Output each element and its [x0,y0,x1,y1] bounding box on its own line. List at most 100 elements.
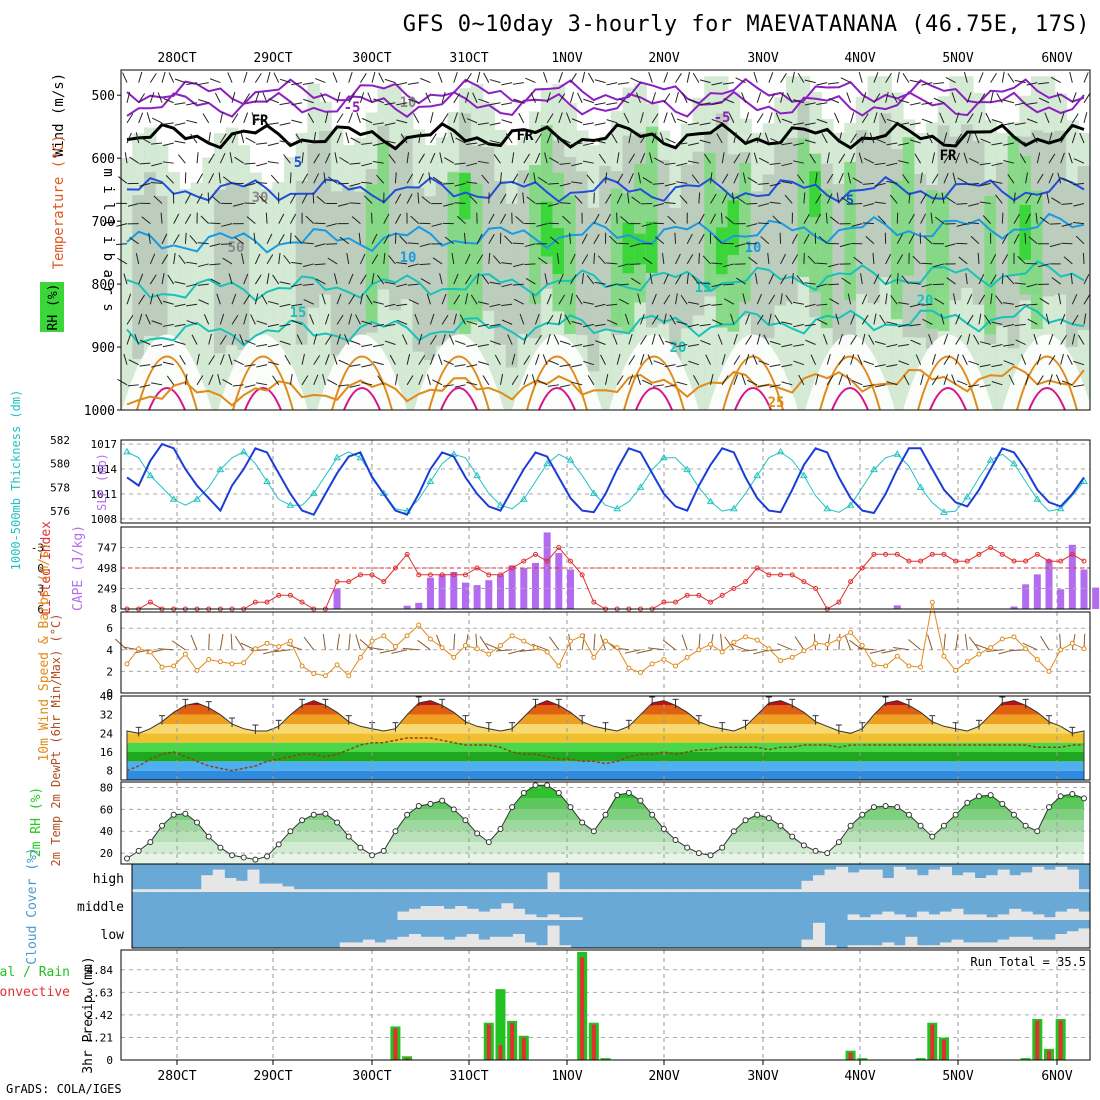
rh-shade-grey [587,207,601,372]
wind-barb [933,97,945,104]
wind-barb [408,98,419,104]
wind-barb [1003,159,1015,164]
wind-barb [418,333,423,345]
wind-barb [758,360,770,366]
wind-barb [725,216,735,225]
wind-speed-marker [976,651,982,657]
wind-barb [863,157,875,164]
wind-barb [1007,73,1015,83]
wind-barb [231,91,236,103]
wind-barb [361,142,373,145]
wind-barb [943,374,948,385]
wind-barb [151,320,163,325]
lifted-index-marker [743,579,749,585]
wind-speed-marker [346,673,352,679]
wind-barb [721,375,729,386]
cloud-high-bar [674,889,687,892]
wind-barb [547,182,559,185]
wind-barb [388,154,396,164]
wind-barb [135,253,140,265]
temp-contour-30 [1028,387,1066,411]
date-label-bottom: 3NOV [747,1069,778,1084]
wind-barb [464,253,471,265]
wind-barb [202,113,210,124]
wind-barb [256,142,268,145]
thickness-marker [239,447,248,455]
precip-total-bar [1020,1058,1031,1060]
wind-speed-marker [999,636,1005,642]
wind-barb [501,82,513,86]
wind-barb [885,293,888,305]
wind-barb [772,215,781,224]
cloud-high-bar [166,889,179,892]
wind-barb [361,382,373,386]
wind-barb [439,273,443,285]
wind-barb [294,235,303,245]
wind-barb [348,294,356,305]
wind-barb [846,374,852,385]
wind-barb [991,118,1003,124]
wind-barb [477,344,489,348]
wind-barb [323,172,326,184]
wind-barb [524,263,536,266]
wind-barb [429,313,435,325]
wind-barb [1038,97,1050,104]
cape-bar [450,571,458,609]
wind-barb [266,71,271,83]
wind-barb [478,98,489,104]
wind-barb [886,180,898,184]
wind-barb [1060,353,1065,365]
rh-shade-grey [692,151,706,316]
wind-barb [138,112,144,124]
rh-band [127,842,1084,854]
wind-barb [1058,293,1062,305]
cloud-high-bar [732,889,745,892]
wind-barb [594,303,606,308]
wind-barb [489,340,501,345]
wind-barb [930,212,933,224]
wind-speed-marker [778,658,784,664]
wind-barb [420,77,431,84]
boundary-layer-column [218,334,308,410]
wind-barb [151,142,163,145]
cape-bar [1045,559,1053,609]
wind-barb [804,282,816,285]
temp-contour-30 [244,387,282,411]
cloud-high-bar [466,889,479,892]
cloud-middle-bar [893,914,906,920]
wind-barb [745,354,750,365]
rh-shade-mid [459,195,472,334]
wind-barb [219,334,227,345]
wind-barb [537,176,548,184]
wind-barb [722,82,734,85]
cape-bar [461,582,469,609]
wind-barb [1060,152,1065,164]
wind-barb [721,173,729,184]
rh-shade-green [727,200,741,256]
wind-barb [731,192,735,204]
wind-barb [931,193,938,204]
wind-barb [524,243,536,248]
cloud-middle-bar [1020,911,1033,920]
wind-barb [388,255,396,265]
wind-barb [190,133,198,144]
rh-shade-grey [669,207,682,372]
cape-bar [1057,589,1065,609]
wind-barb [326,223,338,227]
wind-barb [1073,202,1085,207]
wind-speed-marker [322,673,328,679]
wind-speed-marker [556,663,562,669]
wind-barb [140,339,151,345]
rh-marker [567,804,574,811]
wind-barb [511,375,519,386]
surface-wind-barb [955,633,959,650]
cape-bar [1068,544,1076,609]
wind-barb [1026,118,1038,124]
wind-barb [472,92,478,103]
wind-barb [926,133,933,144]
wind-barb [549,236,560,245]
rh-marker [287,828,294,835]
contour-label: 10 [400,250,417,266]
wind-barb [635,92,641,103]
wind-barb [525,277,536,285]
